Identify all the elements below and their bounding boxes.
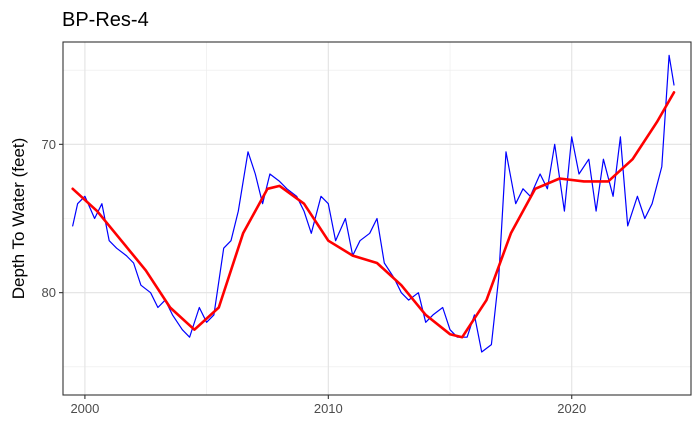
grid: [63, 42, 691, 395]
x-tick-label: 2000: [70, 401, 99, 416]
axes: 2000 2010 2020 70 80: [42, 137, 587, 416]
y-tick-label: 70: [42, 137, 56, 152]
series-layer: [71, 54, 676, 353]
x-tick-label: 2020: [557, 401, 586, 416]
plot-border: [62, 41, 692, 396]
chart-title: BP-Res-4: [62, 9, 149, 31]
y-tick-label: 80: [42, 285, 56, 300]
y-axis-label: Depth To Water (feet): [9, 138, 28, 300]
x-tick-label: 2010: [314, 401, 343, 416]
smoothed-trend-line: [71, 91, 676, 339]
